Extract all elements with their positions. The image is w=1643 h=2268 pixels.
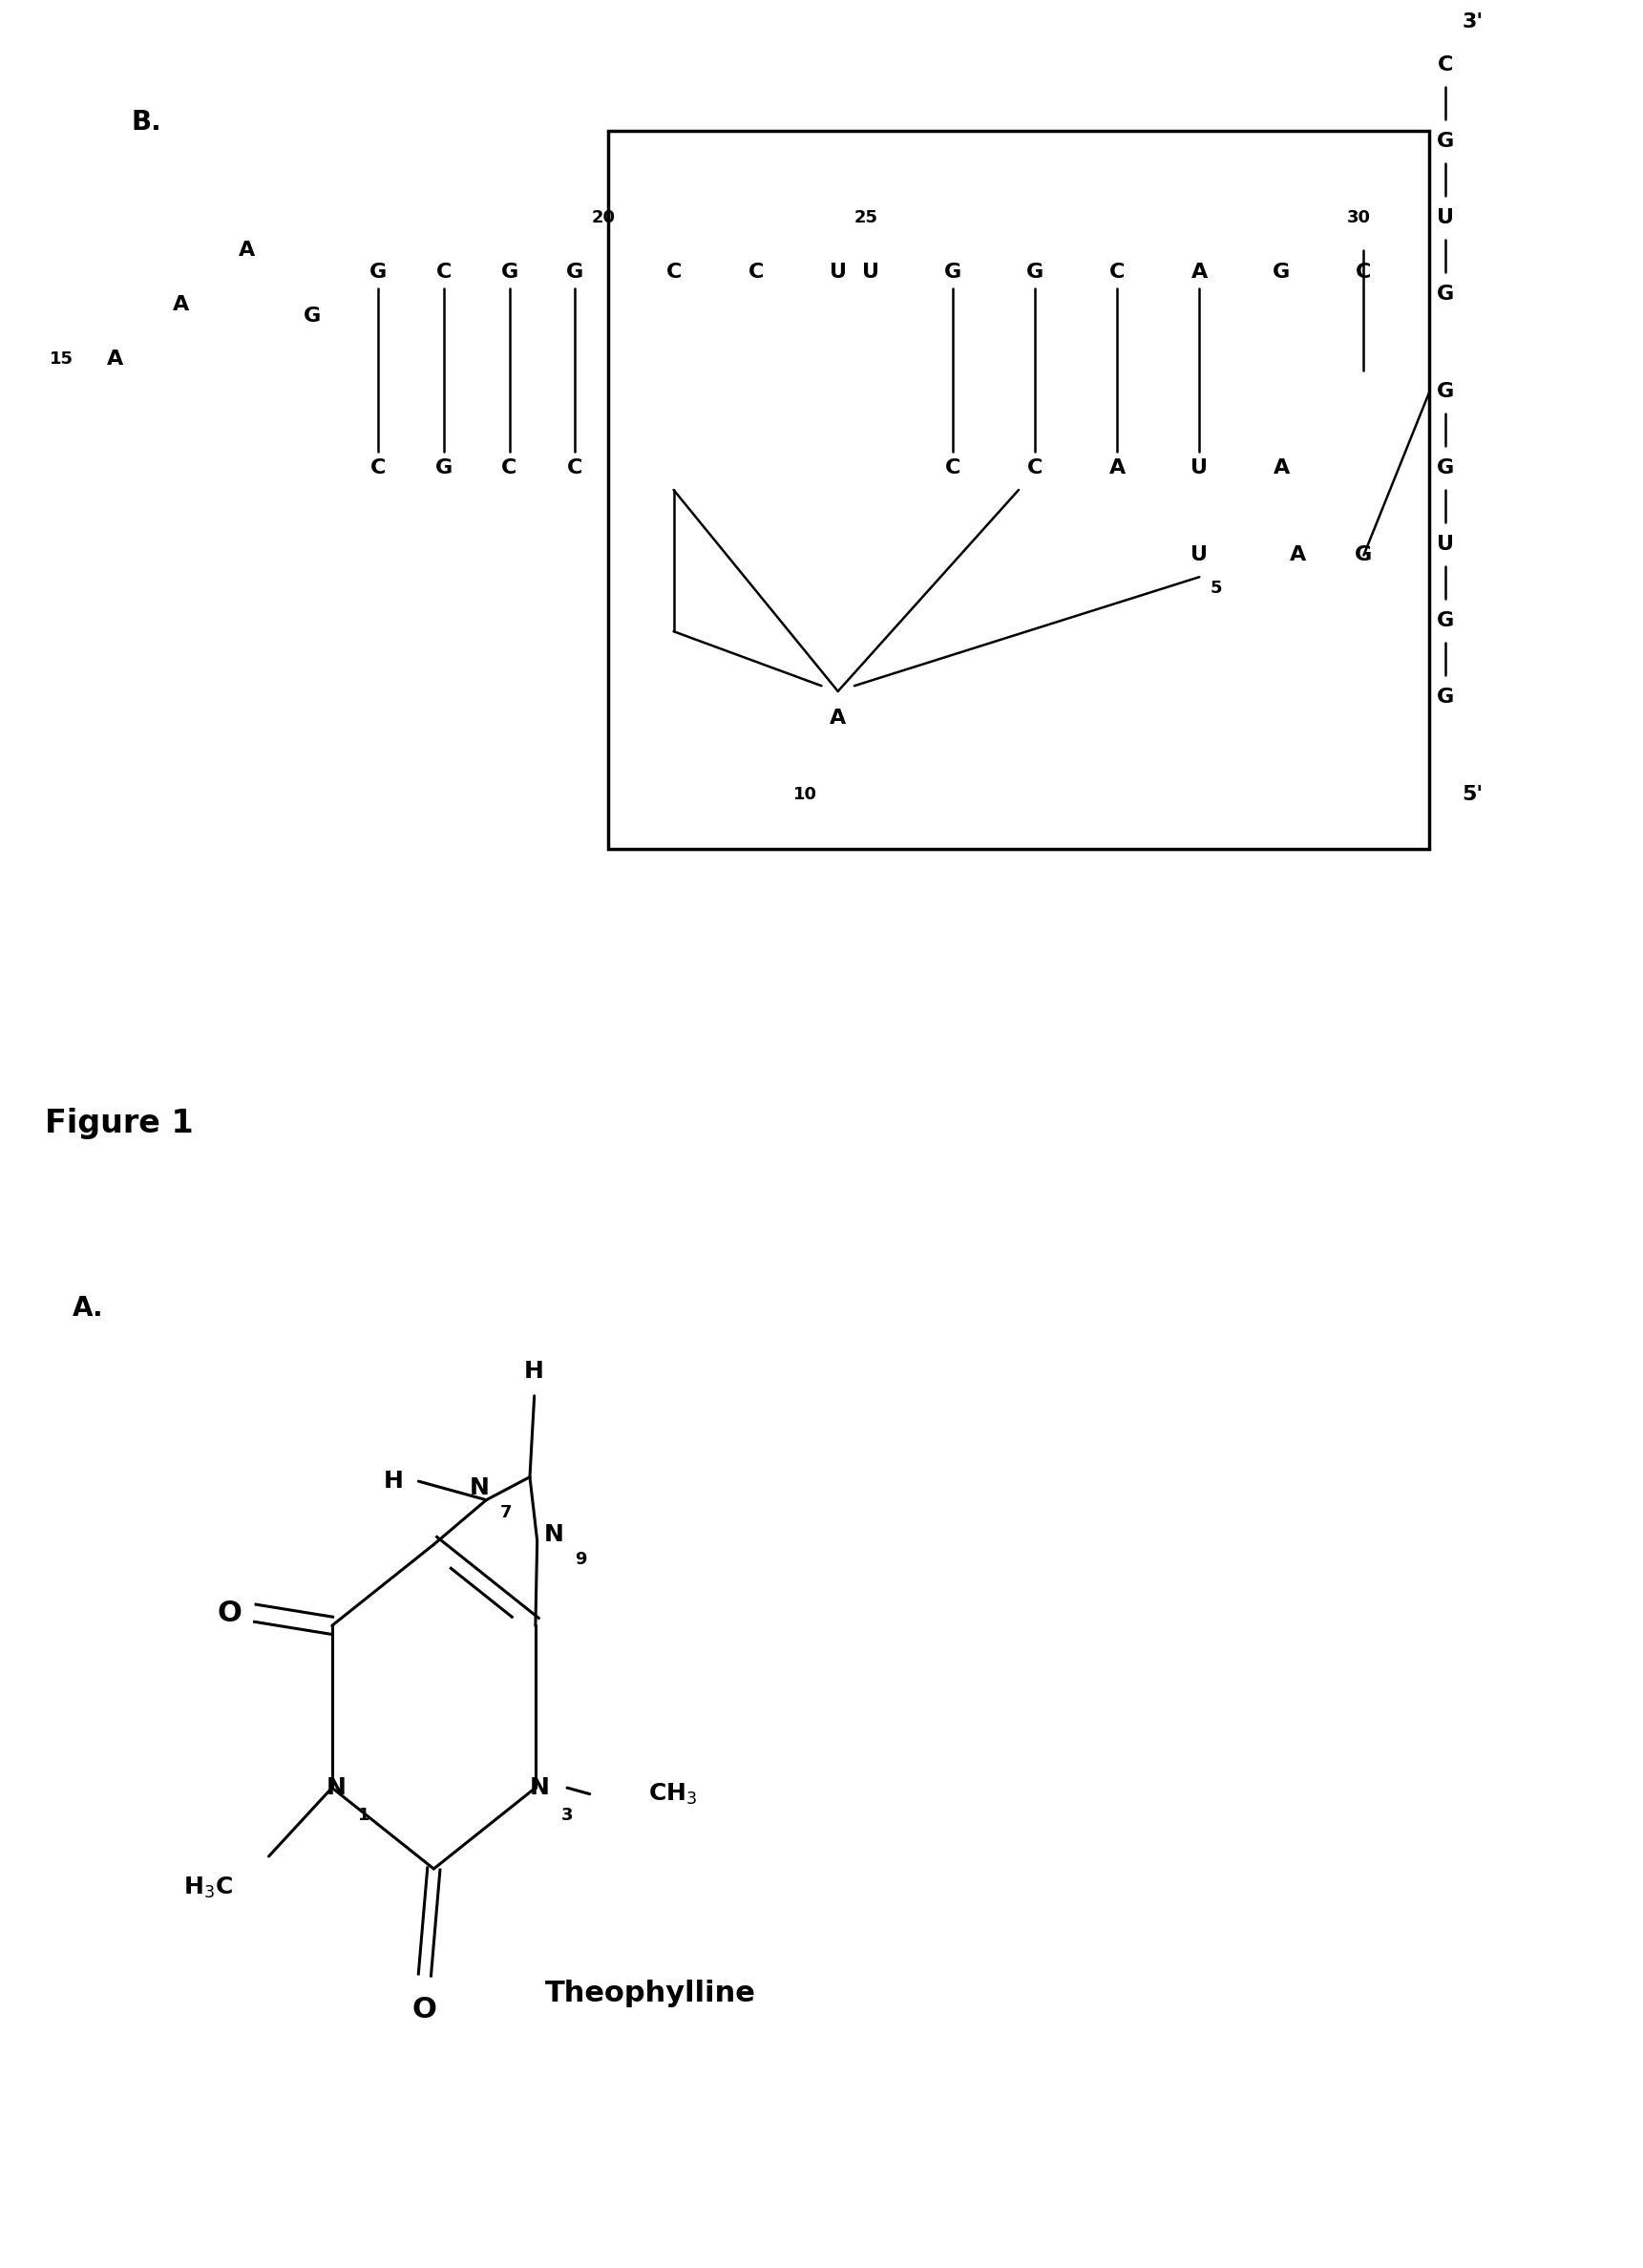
Text: A: A [1273, 458, 1290, 479]
Text: G: G [1438, 687, 1454, 705]
Text: G: G [370, 263, 386, 281]
Text: U: U [863, 263, 879, 281]
Text: A: A [1191, 263, 1208, 281]
Text: H$_3$C: H$_3$C [184, 1876, 233, 1901]
Text: C: C [748, 263, 764, 281]
Text: G: G [1438, 610, 1454, 631]
Text: C: C [1355, 263, 1372, 281]
Text: O: O [412, 1996, 437, 2023]
Text: 3': 3' [1462, 11, 1484, 32]
Text: A.: A. [72, 1295, 104, 1322]
Text: 9: 9 [575, 1551, 587, 1567]
Text: N: N [544, 1522, 564, 1547]
Text: C: C [501, 458, 518, 479]
Text: G: G [1355, 547, 1372, 565]
Text: 1: 1 [358, 1808, 370, 1823]
Text: U: U [1438, 209, 1454, 227]
Text: 25: 25 [854, 209, 879, 227]
Text: C: C [1027, 458, 1043, 479]
Text: CH$_3$: CH$_3$ [649, 1780, 697, 1808]
Text: O: O [217, 1599, 242, 1626]
Text: 15: 15 [49, 352, 74, 367]
Text: U: U [830, 263, 846, 281]
Text: Figure 1: Figure 1 [46, 1107, 194, 1139]
Text: G: G [567, 263, 583, 281]
Text: U: U [1191, 458, 1208, 479]
Bar [608, 132, 1429, 848]
Text: C: C [567, 458, 583, 479]
Text: A: A [1109, 458, 1125, 479]
Text: C: C [435, 263, 452, 281]
Text: G: G [1438, 284, 1454, 304]
Text: G: G [435, 458, 452, 479]
Text: A: A [173, 295, 189, 315]
Text: 20: 20 [591, 209, 616, 227]
Text: 3: 3 [562, 1808, 573, 1823]
Text: 5': 5' [1462, 785, 1484, 805]
Text: C: C [945, 458, 961, 479]
Text: G: G [945, 263, 961, 281]
Text: A: A [107, 349, 123, 370]
Text: 10: 10 [794, 787, 817, 803]
Text: C: C [370, 458, 386, 479]
Text: U: U [1191, 547, 1208, 565]
Text: N: N [531, 1776, 550, 1799]
Text: B.: B. [131, 109, 161, 136]
Text: H: H [383, 1470, 403, 1492]
Text: Theophylline: Theophylline [545, 1980, 756, 2007]
Text: G: G [1438, 458, 1454, 479]
Text: H: H [524, 1359, 544, 1383]
Text: G: G [304, 306, 320, 324]
Text: N: N [470, 1476, 490, 1499]
Text: G: G [501, 263, 518, 281]
Text: 7: 7 [499, 1504, 513, 1522]
Text: N: N [327, 1776, 347, 1799]
Text: U: U [1438, 535, 1454, 553]
Text: C: C [665, 263, 682, 281]
Text: A: A [1290, 547, 1306, 565]
Text: 30: 30 [1347, 209, 1372, 227]
Text: G: G [1273, 263, 1290, 281]
Text: 5: 5 [1209, 578, 1222, 596]
Text: C: C [1438, 57, 1454, 75]
Text: C: C [1109, 263, 1125, 281]
Text: G: G [1438, 132, 1454, 152]
Text: G: G [1027, 263, 1043, 281]
Text: A: A [238, 240, 255, 261]
Text: A: A [830, 710, 846, 728]
Text: G: G [1438, 383, 1454, 401]
